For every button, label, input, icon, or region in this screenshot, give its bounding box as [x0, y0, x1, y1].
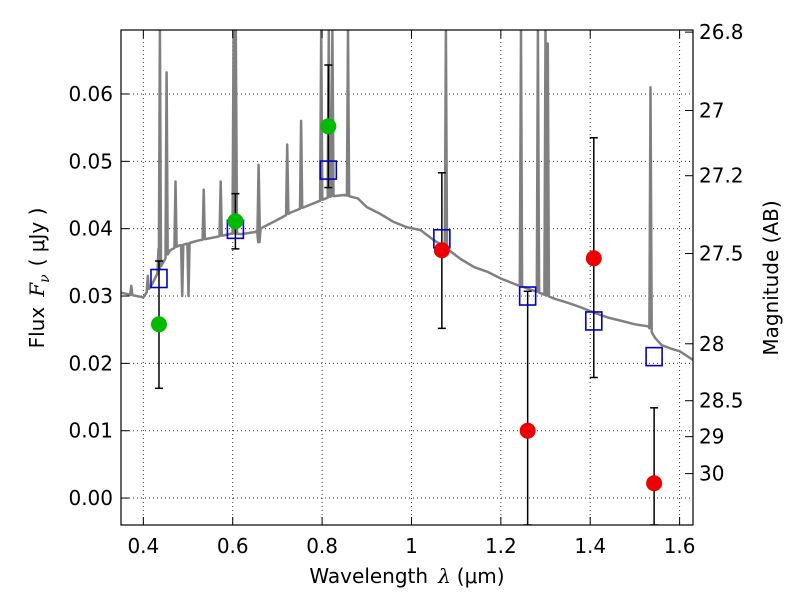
- svg-text:FluxFν( μJy ): FluxFν( μJy ): [25, 208, 53, 349]
- y2-tick-label: 29: [699, 425, 724, 449]
- y-tick-label: 0.06: [68, 82, 113, 106]
- y-axis-title: FluxFν( μJy ): [25, 208, 53, 349]
- observed-points-layer: [150, 118, 663, 492]
- x-tick-label: 1.2: [485, 534, 517, 558]
- x-tick-label: 1: [405, 534, 418, 558]
- observed-point: [320, 118, 337, 135]
- y-tick-label: 0.00: [68, 486, 113, 510]
- x-axis-title-unit: (μm): [457, 564, 505, 588]
- y2-tick-label: 26.8: [699, 20, 744, 44]
- y2-tick-label: 28: [699, 332, 724, 356]
- observed-point: [519, 422, 536, 439]
- y-tick-label: 0.03: [68, 284, 113, 308]
- y-tick-label: 0.05: [68, 149, 113, 173]
- x-axis-title-prefix: Wavelength: [309, 564, 428, 588]
- model-photometry-point: [518, 286, 537, 306]
- y2-axis-title-text: Magnitude (AB): [759, 200, 783, 355]
- model-photometry-point: [150, 268, 168, 289]
- y-tick-label: 0.01: [68, 419, 113, 443]
- observed-point: [227, 213, 244, 230]
- observed-point: [150, 316, 167, 333]
- plot-background: [121, 30, 693, 525]
- observed-point: [433, 242, 450, 259]
- y-tick-label: 0.04: [68, 217, 113, 241]
- x-tick-label: 1.4: [574, 534, 606, 558]
- model-photometry-point: [645, 346, 663, 367]
- grid: [121, 30, 693, 525]
- x-tick-label: 1.6: [664, 534, 696, 558]
- y-tick-label: 0.02: [68, 351, 113, 375]
- plot-frame: [120, 29, 694, 526]
- model-photometry-point: [584, 311, 603, 331]
- y-axis: 0.00 0.01 0.02 0.03 0.04 0.05 0.06: [68, 82, 129, 510]
- y2-axis-title: Magnitude (AB): [759, 200, 783, 355]
- x-tick-label: 0.4: [127, 534, 159, 558]
- model-spectrum-layer: [121, 30, 693, 362]
- y-axis-title-unit: ( μJy ): [25, 208, 49, 267]
- x-axis: 0.4 0.6 0.8 1 1.2 1.4 1.6: [127, 30, 696, 558]
- model-spectrum-line: [121, 30, 693, 362]
- observed-point: [646, 475, 663, 492]
- y2-axis: 26.8 27 27.2 27.5 28 28.5 29 30: [685, 20, 744, 486]
- y2-tick-label: 30: [699, 462, 724, 486]
- model-photometry-point: [319, 160, 338, 180]
- x-tick-label: 0.6: [217, 534, 249, 558]
- x-tick-label: 0.8: [306, 534, 338, 558]
- y2-tick-label: 27: [699, 99, 724, 123]
- y2-tick-label: 27.2: [699, 164, 744, 188]
- x-axis-title: Wavelength λ (μm): [309, 564, 504, 588]
- y2-tick-label: 27.5: [699, 242, 744, 266]
- y-axis-title-prefix: Flux: [25, 307, 49, 349]
- y2-tick-label: 28.5: [699, 389, 744, 413]
- model-photometry-layer: [150, 160, 663, 367]
- observed-point: [585, 250, 602, 267]
